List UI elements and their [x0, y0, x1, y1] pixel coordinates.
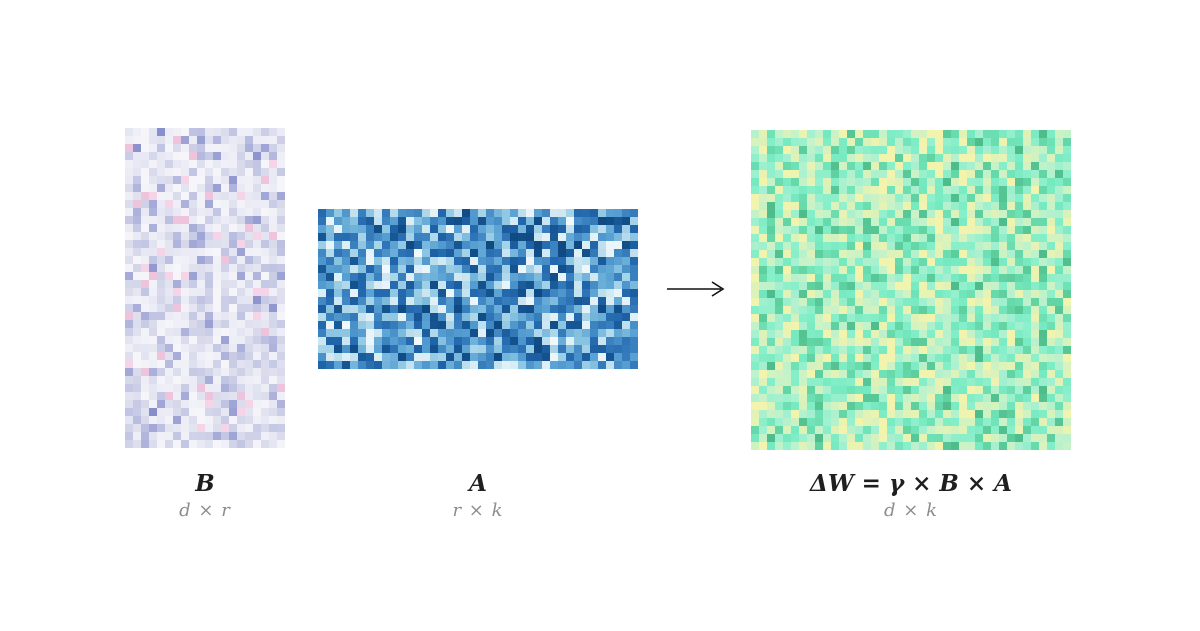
matrix-b-dims: d × r — [179, 500, 231, 521]
matrix-a-dims: r × k — [452, 500, 504, 521]
matrix-b-label: B d × r — [125, 471, 285, 522]
matrix-dw-heatmap — [751, 130, 1071, 450]
matrix-dw-label: ΔW = γ × B × A d × k — [751, 471, 1071, 522]
matrix-dw-dims: d × k — [884, 500, 938, 521]
matrix-a-label: A r × k — [318, 471, 638, 522]
arrow-right-icon — [666, 280, 728, 302]
matrix-dw-name: ΔW = γ × B × A — [809, 470, 1012, 497]
matrix-a-name: A — [469, 470, 487, 497]
matrix-b-heatmap — [125, 128, 285, 448]
matrix-a-heatmap — [318, 209, 638, 369]
matrix-b-name: B — [195, 470, 215, 497]
